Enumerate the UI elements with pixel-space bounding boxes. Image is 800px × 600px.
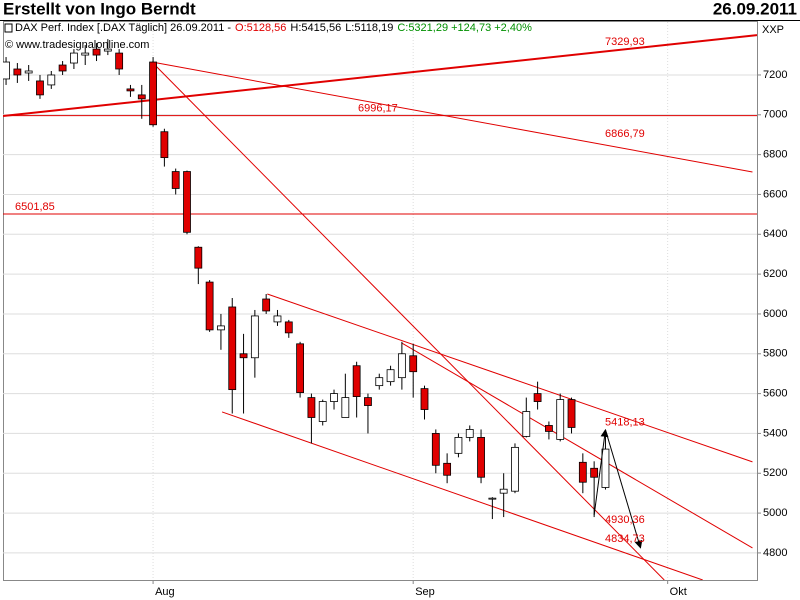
candle-body (522, 411, 531, 437)
candle-body (511, 446, 519, 492)
y-tick-label: 6400 (763, 228, 787, 240)
candle-body (262, 298, 271, 312)
trend-line (151, 61, 753, 173)
candle-body (431, 433, 440, 466)
candle-body (409, 355, 418, 373)
candle-body (556, 399, 565, 440)
candle-body (47, 74, 56, 86)
candle-body (545, 425, 553, 432)
candle-body (488, 497, 497, 500)
arrow (604, 429, 643, 549)
candle-body (228, 306, 237, 391)
candle-body (465, 429, 474, 438)
candle-body (397, 353, 406, 379)
y-tick-label: 5600 (763, 388, 787, 400)
candle-body (601, 448, 610, 488)
x-tick-label: Sep (415, 586, 435, 598)
candle-body (330, 393, 338, 402)
info-close: C:5321,29 +124,73 +2,40% (397, 22, 532, 34)
date: 26.09.2011 (713, 0, 797, 18)
info-high: H:5415,56 (290, 22, 341, 34)
trend-line (3, 34, 757, 117)
trend-line (151, 61, 665, 580)
candle-body (590, 467, 599, 478)
candle-body (103, 48, 112, 52)
candle-body (205, 281, 214, 331)
y-tick-label: 5000 (763, 507, 787, 519)
y-tick-label: 7200 (763, 69, 787, 81)
candle-body (194, 246, 203, 269)
candle-body (36, 80, 44, 96)
annotation-label: 4834,73 (605, 533, 645, 545)
annotation-label: 6501,85 (15, 201, 55, 213)
candle-body (3, 61, 10, 80)
y-tick-label: 5800 (763, 348, 787, 360)
trend-line (267, 293, 753, 463)
candle-body (284, 321, 293, 334)
candle-body (160, 131, 169, 159)
annotation-label: 6866,79 (605, 128, 645, 140)
annotation-label: 7329,93 (605, 36, 645, 48)
candle-body (318, 401, 327, 422)
y-tick-label: 4800 (763, 547, 787, 559)
author: Erstellt von Ingo Berndt (3, 0, 196, 18)
candle-body (420, 388, 429, 410)
candle-body (296, 343, 304, 394)
candle-body (81, 52, 90, 56)
candle-body (533, 393, 542, 402)
arrow (593, 428, 609, 516)
candle-body (92, 48, 101, 56)
candle-body (24, 70, 33, 74)
candle-body (13, 68, 22, 76)
candle-body (137, 94, 146, 100)
candle-body (341, 397, 350, 418)
candle-body (499, 488, 508, 494)
y-tick-label: 6000 (763, 308, 787, 320)
candle-body (126, 88, 135, 92)
y-tick-label: 6800 (763, 149, 787, 161)
candle-body (454, 437, 463, 454)
candle-body (578, 461, 587, 483)
candle-body (183, 171, 191, 233)
plot (3, 22, 757, 580)
candle-body (443, 462, 452, 476)
candle-body (250, 315, 259, 359)
icon (4, 23, 13, 33)
trend-line (401, 342, 753, 549)
trend-line (221, 411, 703, 580)
y-tick-label: 6600 (763, 188, 787, 200)
annotation-label: 4930,36 (605, 514, 645, 526)
y-tick-label: 5400 (763, 427, 787, 439)
annotation-label: 5418,13 (605, 417, 645, 429)
annotation-label: 6996,17 (358, 102, 398, 114)
y-tick-label: 5200 (763, 467, 787, 479)
candle-body (171, 171, 180, 189)
candle-body (375, 377, 384, 387)
candle-body (352, 365, 361, 397)
candle-body (307, 397, 316, 418)
info-open: O:5128,56 (235, 22, 286, 34)
candle-body (115, 52, 124, 70)
y-tick-label: 7000 (763, 109, 787, 121)
candle-body (273, 315, 282, 323)
candle-body (386, 369, 395, 383)
y-tick-label: 6200 (763, 268, 787, 280)
candle-body (477, 437, 485, 478)
axis-label: XXP (762, 24, 784, 36)
source: © www.tradesignalonline.com (5, 39, 149, 51)
candle-body (149, 61, 157, 126)
candle-body (239, 353, 248, 359)
candle-body (58, 64, 67, 72)
candle-body (567, 399, 576, 428)
info-low: L:5118,19 (345, 22, 393, 34)
info-title: DAX Perf. Index [.DAX Täglich] 26.09.201… (15, 22, 231, 34)
x-tick-label: Aug (155, 586, 175, 598)
candle-body (70, 52, 78, 64)
x-tick-label: Okt (670, 586, 687, 598)
candle-body (217, 325, 225, 331)
candle-body (364, 397, 372, 406)
